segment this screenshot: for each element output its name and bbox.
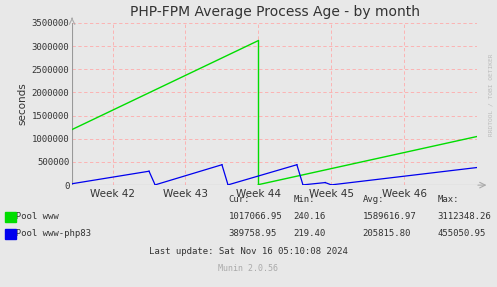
Text: Max:: Max: — [437, 195, 459, 204]
Y-axis label: seconds: seconds — [17, 83, 27, 125]
Text: 1017066.95: 1017066.95 — [229, 212, 282, 221]
Text: 389758.95: 389758.95 — [229, 229, 277, 238]
Text: Cur:: Cur: — [229, 195, 250, 204]
Text: Munin 2.0.56: Munin 2.0.56 — [219, 264, 278, 273]
Text: Pool www-php83: Pool www-php83 — [5, 229, 91, 238]
Text: RRDTOOL / TOBI OETIKER: RRDTOOL / TOBI OETIKER — [489, 53, 494, 136]
Text: 205815.80: 205815.80 — [363, 229, 411, 238]
Text: 3112348.26: 3112348.26 — [437, 212, 491, 221]
Text: 219.40: 219.40 — [293, 229, 326, 238]
Text: Min:: Min: — [293, 195, 315, 204]
Text: 455050.95: 455050.95 — [437, 229, 486, 238]
Text: 1589616.97: 1589616.97 — [363, 212, 416, 221]
Text: 240.16: 240.16 — [293, 212, 326, 221]
Text: Pool www: Pool www — [5, 212, 59, 221]
Title: PHP-FPM Average Process Age - by month: PHP-FPM Average Process Age - by month — [130, 5, 419, 19]
Text: Avg:: Avg: — [363, 195, 384, 204]
Text: Last update: Sat Nov 16 05:10:08 2024: Last update: Sat Nov 16 05:10:08 2024 — [149, 247, 348, 256]
